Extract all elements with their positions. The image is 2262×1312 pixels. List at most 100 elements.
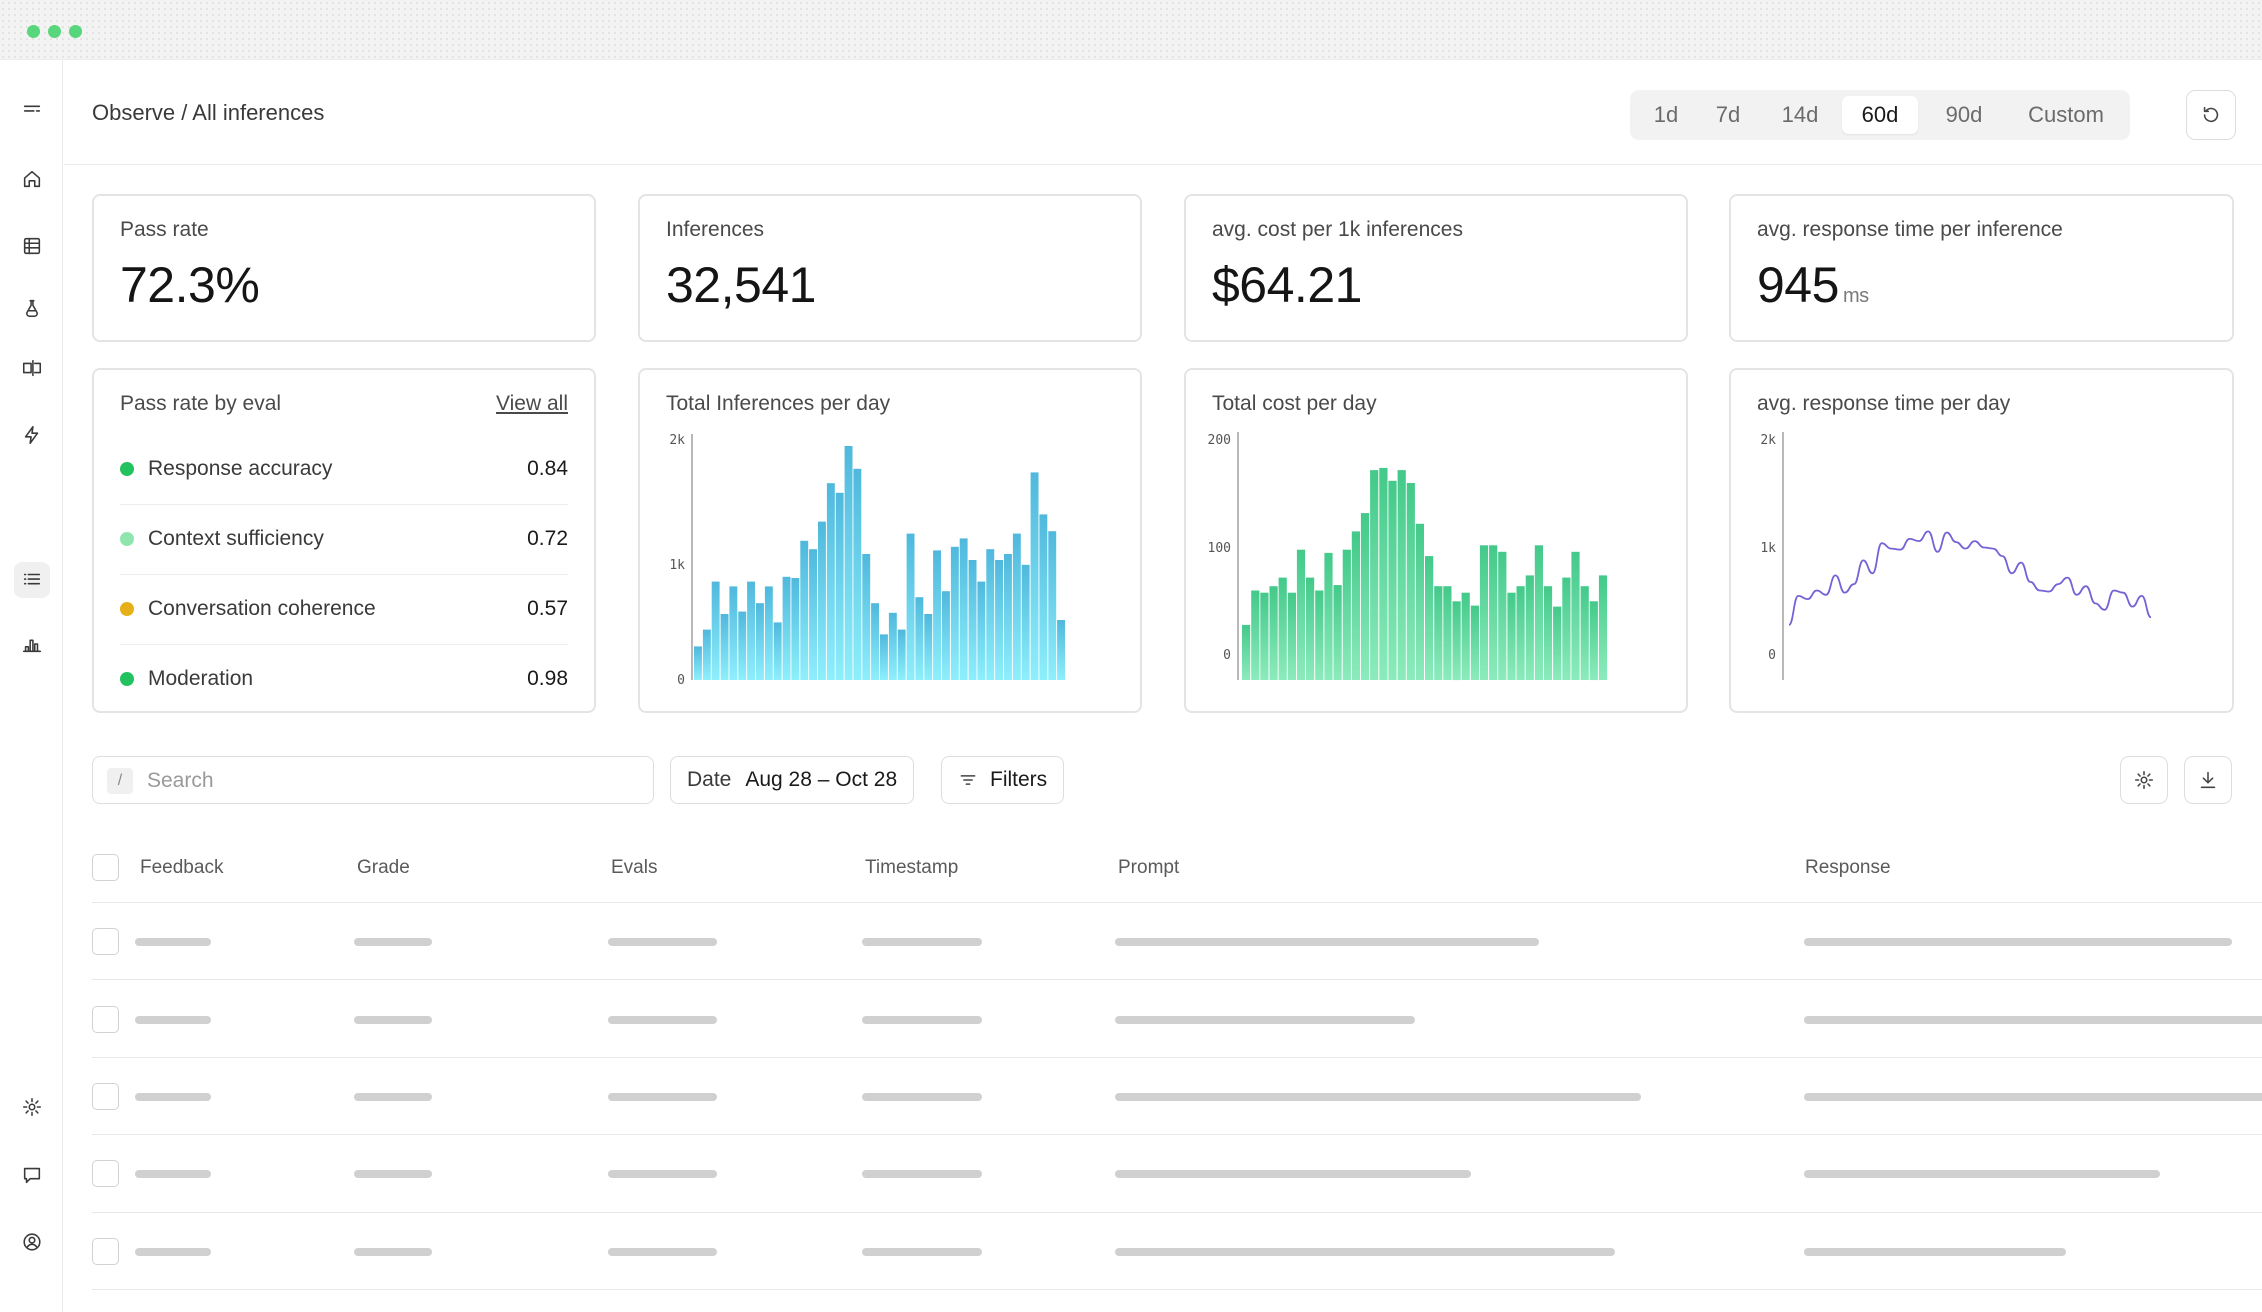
chart-bar[interactable] — [1580, 586, 1589, 680]
row-checkbox[interactable] — [92, 1083, 119, 1110]
chart-bar[interactable] — [1397, 470, 1406, 680]
chart-bar[interactable] — [1434, 586, 1443, 680]
column-header-response[interactable]: Response — [1805, 857, 1891, 878]
chart-bar[interactable] — [791, 578, 800, 680]
download-button[interactable] — [2184, 756, 2232, 804]
chart-bar[interactable] — [915, 597, 924, 680]
chart-bar[interactable] — [1543, 586, 1553, 680]
chart-bar[interactable] — [968, 560, 977, 680]
sidebar-toggle-icon[interactable] — [14, 92, 50, 128]
chart-bar[interactable] — [1571, 551, 1580, 680]
column-header-feedback[interactable]: Feedback — [140, 857, 224, 878]
row-checkbox[interactable] — [92, 928, 119, 955]
chart-bar[interactable] — [1342, 549, 1351, 680]
chart-bar[interactable] — [826, 483, 835, 680]
chart-bar[interactable] — [880, 634, 888, 680]
chart-bar[interactable] — [1479, 545, 1489, 680]
view-all-link[interactable]: View all — [496, 392, 568, 415]
chart-bar[interactable] — [702, 629, 711, 680]
chart-bar[interactable] — [853, 468, 862, 680]
chart-bar[interactable] — [1507, 592, 1516, 680]
chart-bar[interactable] — [888, 612, 897, 680]
window-dot-close[interactable] — [27, 25, 40, 38]
chart-bar[interactable] — [1278, 577, 1287, 680]
table-settings-button[interactable] — [2120, 756, 2168, 804]
column-header-prompt[interactable]: Prompt — [1118, 857, 1180, 878]
chart-bar[interactable] — [818, 521, 826, 680]
chart-bar[interactable] — [1553, 606, 1562, 680]
chart-bar[interactable] — [809, 549, 817, 680]
chart-bar[interactable] — [906, 533, 915, 680]
chart-bar[interactable] — [764, 586, 773, 680]
chart-bar[interactable] — [1388, 480, 1397, 680]
chart-bar[interactable] — [1534, 545, 1543, 680]
chart-bar[interactable] — [950, 546, 959, 680]
chart-bar[interactable] — [959, 538, 968, 680]
chat-icon[interactable] — [14, 1157, 50, 1193]
flask-icon[interactable] — [14, 290, 50, 326]
chart-bar[interactable] — [1012, 533, 1021, 680]
chart-bar[interactable] — [1057, 620, 1065, 680]
chart-bar[interactable] — [773, 622, 782, 680]
chart-bar[interactable] — [782, 576, 791, 680]
chart-bar[interactable] — [1296, 549, 1306, 680]
row-checkbox[interactable] — [92, 1238, 119, 1265]
chart-bar[interactable] — [1598, 575, 1608, 680]
compare-icon[interactable] — [14, 350, 50, 386]
chart-bar[interactable] — [738, 611, 747, 680]
chart-bar[interactable] — [1351, 531, 1360, 680]
chart-bar[interactable] — [1315, 590, 1324, 681]
chart-line-series[interactable] — [1788, 530, 2152, 626]
chart-bar[interactable] — [711, 581, 720, 680]
chart-bar[interactable] — [1525, 575, 1534, 680]
chart-bar[interactable] — [933, 550, 941, 680]
chart-bar[interactable] — [1461, 592, 1470, 680]
user-avatar-icon[interactable] — [14, 1224, 50, 1260]
chart-bar[interactable] — [1021, 564, 1030, 680]
chart-bar[interactable] — [1269, 586, 1278, 680]
chart-bar[interactable] — [1498, 551, 1507, 680]
chart-bar[interactable] — [800, 540, 809, 680]
chart-bar[interactable] — [1589, 601, 1598, 681]
window-dot-minimize[interactable] — [48, 25, 61, 38]
chart-bar[interactable] — [1406, 483, 1415, 680]
chart-bar[interactable] — [1443, 586, 1452, 680]
chart-bar[interactable] — [986, 549, 995, 680]
eval-row[interactable]: Conversation coherence 0.57 — [120, 575, 568, 645]
chart-bar[interactable] — [1379, 467, 1388, 680]
chart-bar[interactable] — [897, 629, 906, 680]
column-header-grade[interactable]: Grade — [357, 857, 410, 878]
chart-bar[interactable] — [1030, 472, 1039, 680]
chart-bar[interactable] — [835, 492, 844, 680]
chart-bar[interactable] — [1360, 513, 1370, 680]
chart-bar[interactable] — [1004, 554, 1012, 680]
table-icon[interactable] — [14, 228, 50, 264]
chart-bar[interactable] — [1562, 577, 1571, 680]
chart-bar[interactable] — [1048, 531, 1057, 680]
chart-bar[interactable] — [729, 586, 738, 680]
eval-row[interactable]: Context sufficiency 0.72 — [120, 505, 568, 575]
chart-bar[interactable] — [871, 603, 879, 680]
chart-bar[interactable] — [977, 581, 986, 680]
window-dot-zoom[interactable] — [69, 25, 82, 38]
range-1d-button[interactable]: 1d — [1653, 102, 1679, 127]
chart-bar[interactable] — [1489, 545, 1498, 680]
chart-bar[interactable] — [1333, 585, 1342, 680]
chart-bar[interactable] — [1287, 592, 1296, 680]
chart-bar[interactable] — [1251, 590, 1260, 681]
column-header-evals[interactable]: Evals — [611, 857, 658, 878]
bar-chart-icon[interactable] — [14, 626, 50, 662]
search-input[interactable]: / Search — [92, 756, 654, 804]
range-7d-button[interactable]: 7d — [1715, 102, 1741, 127]
chart-bar[interactable] — [756, 603, 764, 680]
chart-bar[interactable] — [720, 614, 729, 680]
chart-bar[interactable] — [924, 614, 933, 680]
chart-bar[interactable] — [1425, 556, 1434, 680]
lightning-icon[interactable] — [14, 417, 50, 453]
row-checkbox[interactable] — [92, 1006, 119, 1033]
eval-row[interactable]: Moderation 0.98 — [120, 645, 568, 715]
eval-row[interactable]: Response accuracy 0.84 — [120, 435, 568, 505]
refresh-button[interactable] — [2186, 90, 2236, 140]
chart-bar[interactable] — [1470, 605, 1479, 680]
inferences-list-icon[interactable] — [14, 562, 50, 598]
